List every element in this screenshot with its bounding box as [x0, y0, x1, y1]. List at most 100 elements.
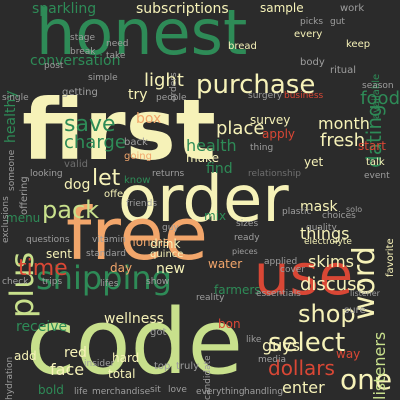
word-save: save [64, 112, 116, 137]
word-season: season [362, 81, 394, 91]
word-drink: drink [150, 237, 181, 251]
word-bon: bon [218, 317, 241, 331]
word-start: start [358, 139, 386, 153]
word-first: first [22, 81, 216, 179]
word-post: post [44, 61, 64, 71]
word-take: take [106, 51, 126, 61]
word-picks: picks [300, 17, 324, 27]
word-quince: quince [150, 249, 184, 260]
word-sizes: sizes [236, 219, 259, 229]
word-essentials: essentials [256, 289, 301, 299]
word-gut: gut [330, 17, 345, 27]
word-light: light [144, 70, 184, 91]
word-find: find [206, 161, 233, 177]
word-insider: insider [84, 359, 115, 369]
word-sample: sample [260, 1, 304, 15]
word-exclusions: exclusions [1, 196, 11, 243]
word-months: months [124, 235, 170, 249]
word-subscriptions: subscriptions [136, 1, 229, 17]
word-relationship: relationship [248, 169, 301, 179]
word-getting: getting [62, 87, 98, 98]
word-menu: menu [6, 211, 41, 225]
word-water: water [208, 257, 243, 271]
word-ready: ready [234, 233, 260, 243]
word-sure: sure [344, 305, 366, 316]
word-shipping: shipping [36, 259, 172, 297]
word-conversation: conversation [30, 53, 121, 69]
word-know: know [124, 175, 151, 186]
word-face: face [50, 360, 85, 379]
word-stage: stage [70, 33, 95, 43]
word-vitamin: vitamin [92, 235, 126, 245]
word-candidate: candidate [203, 355, 213, 400]
word-standard: standard [86, 249, 126, 259]
word-guys: guys [262, 336, 301, 355]
word-event: event [364, 171, 390, 181]
word-top: top [154, 361, 171, 372]
word-let: let [92, 166, 121, 191]
word-skims: skims [308, 252, 354, 271]
word-mix: mix [204, 209, 227, 223]
word-free: free [66, 192, 208, 276]
word-red: red [64, 345, 87, 361]
word-order: order [118, 163, 289, 237]
word-total: total [108, 367, 136, 381]
word-questions: questions [26, 235, 70, 245]
word-place: place [216, 118, 265, 139]
word-hard: hard [112, 351, 140, 365]
word-apply: apply [262, 127, 296, 141]
word-day: day [110, 261, 133, 275]
word-single: single [2, 93, 29, 103]
word-work: work [340, 3, 365, 14]
word-talk: talk [366, 157, 385, 168]
word-choices: choices [322, 211, 356, 221]
word-dog: dog [64, 177, 91, 193]
word-valid: valid [64, 159, 88, 170]
word-receive: receive [16, 319, 68, 335]
word-bread: bread [228, 41, 257, 52]
word-check: check [2, 277, 29, 287]
word-box: box [136, 111, 162, 127]
word-discuss: discuss [300, 274, 366, 295]
word-hydration: hydration [5, 356, 15, 400]
word-one: one [340, 363, 393, 396]
word-like: like [246, 335, 262, 345]
word-food: food [360, 88, 400, 109]
word-cover: cover [280, 265, 306, 275]
word-looking: looking [30, 169, 63, 179]
word-way: way [336, 347, 361, 361]
word-merchandise: merchandise [92, 387, 151, 397]
word-use: use [254, 243, 354, 308]
word-quality: quality [306, 223, 337, 233]
word-sit: sit [150, 385, 161, 395]
word-month: month [318, 114, 370, 133]
word-break: break [70, 47, 96, 57]
word-got: got [150, 327, 167, 338]
word-yet: yet [304, 155, 324, 169]
word-pack: pack [42, 196, 100, 224]
word-every: every [294, 29, 323, 40]
word-people: people [156, 93, 187, 103]
word-someone: someone [7, 149, 17, 191]
word-honest: honest [36, 0, 248, 69]
word-charge: charge [64, 132, 126, 153]
word-truly: truly [176, 361, 200, 372]
word-things: things [300, 224, 350, 243]
word-media: media [258, 355, 287, 365]
word-listener: listener [350, 289, 380, 298]
word-wellness: wellness [104, 311, 164, 327]
word-mask: mask [300, 199, 338, 215]
word-enter: enter [282, 378, 325, 397]
word-favorite: favorite [385, 238, 396, 277]
word-body: body [300, 57, 325, 68]
word-need: need [106, 39, 129, 49]
word-time: time [18, 256, 68, 281]
word-select: select [268, 328, 346, 358]
word-business: business [284, 91, 324, 101]
word-code: code [26, 290, 244, 395]
word-solo: solo [346, 205, 363, 214]
word-ritual: ritual [330, 65, 357, 76]
word-listeners: listeners [370, 331, 389, 400]
word-back: back [124, 137, 148, 148]
word-life: life [74, 387, 88, 397]
